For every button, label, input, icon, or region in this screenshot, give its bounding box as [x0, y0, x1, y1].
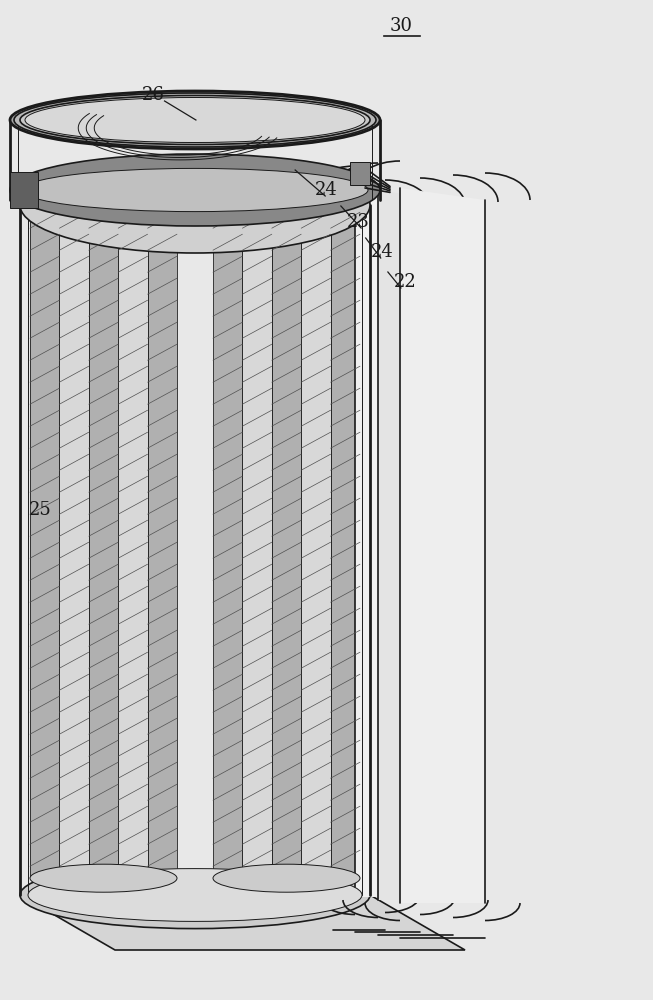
Text: 24: 24	[371, 243, 393, 261]
Text: 24: 24	[315, 181, 338, 199]
Polygon shape	[148, 207, 177, 878]
Text: 25: 25	[29, 501, 52, 519]
Polygon shape	[301, 207, 330, 878]
Polygon shape	[272, 207, 301, 878]
Text: 22: 22	[394, 273, 416, 291]
Text: 26: 26	[142, 86, 165, 104]
Polygon shape	[242, 207, 272, 878]
Polygon shape	[350, 162, 370, 185]
Ellipse shape	[10, 154, 380, 226]
Polygon shape	[59, 207, 89, 878]
Polygon shape	[378, 190, 453, 900]
Ellipse shape	[28, 869, 362, 921]
Text: 30: 30	[390, 17, 413, 35]
Polygon shape	[400, 188, 485, 903]
Polygon shape	[213, 207, 242, 878]
Ellipse shape	[20, 157, 370, 253]
Polygon shape	[10, 172, 38, 208]
Ellipse shape	[25, 98, 365, 142]
Polygon shape	[118, 207, 148, 878]
Ellipse shape	[22, 168, 368, 212]
Ellipse shape	[30, 864, 177, 892]
Ellipse shape	[14, 93, 376, 147]
Ellipse shape	[20, 96, 370, 144]
Ellipse shape	[20, 861, 370, 929]
Polygon shape	[20, 895, 465, 950]
Polygon shape	[330, 207, 360, 878]
Ellipse shape	[213, 864, 360, 892]
Ellipse shape	[115, 103, 235, 127]
Text: 23: 23	[346, 213, 370, 231]
Polygon shape	[89, 207, 118, 878]
Polygon shape	[333, 195, 385, 895]
Polygon shape	[177, 207, 213, 878]
Polygon shape	[30, 207, 59, 878]
Ellipse shape	[10, 91, 380, 149]
Polygon shape	[355, 193, 420, 897]
